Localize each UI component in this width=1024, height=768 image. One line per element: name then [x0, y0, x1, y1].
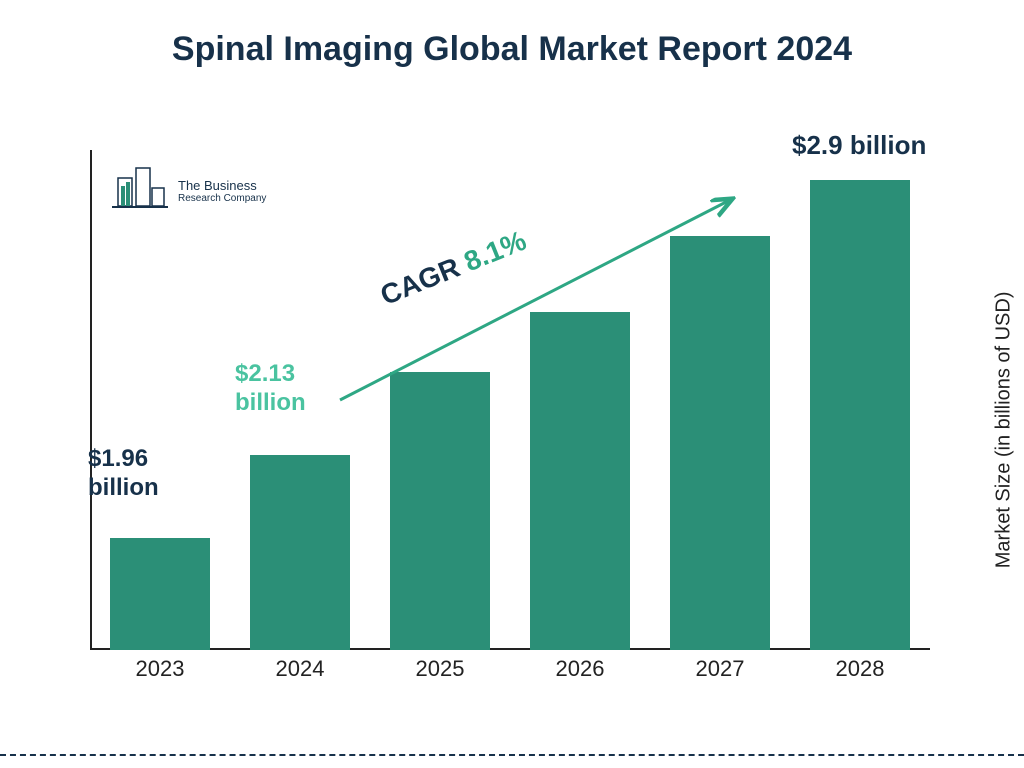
xlabel-2026: 2026	[530, 656, 630, 682]
bar-2028: 2028	[810, 180, 910, 650]
bars-container: 2023 2024 2025 2026 2027 2028	[90, 150, 930, 650]
value-label-1: $2.13 billion	[235, 360, 306, 418]
xlabel-2024: 2024	[250, 656, 350, 682]
bar-2025: 2025	[390, 372, 490, 650]
bottom-divider	[0, 754, 1024, 756]
xlabel-2025: 2025	[390, 656, 490, 682]
chart-title: Spinal Imaging Global Market Report 2024	[0, 30, 1024, 69]
bar-rect-2027	[670, 236, 770, 650]
xlabel-2023: 2023	[110, 656, 210, 682]
bar-rect-2023	[110, 538, 210, 650]
bar-2027: 2027	[670, 236, 770, 650]
value-label-2: $2.9 billion	[792, 130, 926, 161]
bar-2023: 2023	[110, 538, 210, 650]
bar-rect-2025	[390, 372, 490, 650]
xlabel-2027: 2027	[670, 656, 770, 682]
xlabel-2028: 2028	[810, 656, 910, 682]
bar-rect-2024	[250, 455, 350, 650]
bar-2024: 2024	[250, 455, 350, 650]
bar-rect-2028	[810, 180, 910, 650]
value-label-0: $1.96 billion	[88, 445, 159, 503]
bar-rect-2026	[530, 312, 630, 650]
y-axis-label: Market Size (in billions of USD)	[993, 292, 1016, 569]
bar-2026: 2026	[530, 312, 630, 650]
